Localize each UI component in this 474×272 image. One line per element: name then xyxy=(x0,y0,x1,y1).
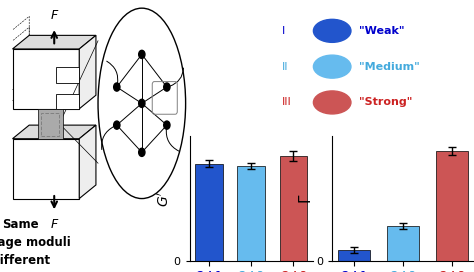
Text: "Strong": "Strong" xyxy=(359,97,413,107)
Circle shape xyxy=(114,83,120,91)
Bar xyxy=(387,226,419,261)
Polygon shape xyxy=(79,125,96,199)
Text: II: II xyxy=(282,62,289,72)
Text: Same
storage moduli
Different
tearing energies: Same storage moduli Different tearing en… xyxy=(0,218,76,272)
Circle shape xyxy=(313,55,351,78)
Circle shape xyxy=(164,83,170,91)
Polygon shape xyxy=(56,67,79,83)
Bar xyxy=(338,250,370,261)
Circle shape xyxy=(313,91,351,114)
Polygon shape xyxy=(56,94,79,109)
Polygon shape xyxy=(79,35,96,109)
Polygon shape xyxy=(12,35,96,49)
Polygon shape xyxy=(12,125,96,139)
Y-axis label: $\Gamma$: $\Gamma$ xyxy=(299,193,314,204)
Y-axis label: $G'$: $G'$ xyxy=(157,190,172,207)
Polygon shape xyxy=(12,49,79,109)
Circle shape xyxy=(313,19,351,42)
Bar xyxy=(195,163,223,261)
Bar xyxy=(237,166,265,261)
Circle shape xyxy=(139,50,145,58)
FancyBboxPatch shape xyxy=(259,0,474,134)
Circle shape xyxy=(114,121,120,129)
Bar xyxy=(436,151,467,261)
Text: "Weak": "Weak" xyxy=(359,26,405,36)
Ellipse shape xyxy=(98,8,186,199)
Circle shape xyxy=(139,148,145,156)
Polygon shape xyxy=(37,109,63,139)
Text: $F$: $F$ xyxy=(50,218,59,231)
Bar xyxy=(280,156,307,261)
Circle shape xyxy=(139,99,145,107)
Text: III: III xyxy=(282,97,292,107)
Text: "Medium": "Medium" xyxy=(359,62,420,72)
Circle shape xyxy=(164,121,170,129)
Polygon shape xyxy=(12,139,79,199)
Text: $F$: $F$ xyxy=(50,9,59,22)
Text: I: I xyxy=(282,26,285,36)
